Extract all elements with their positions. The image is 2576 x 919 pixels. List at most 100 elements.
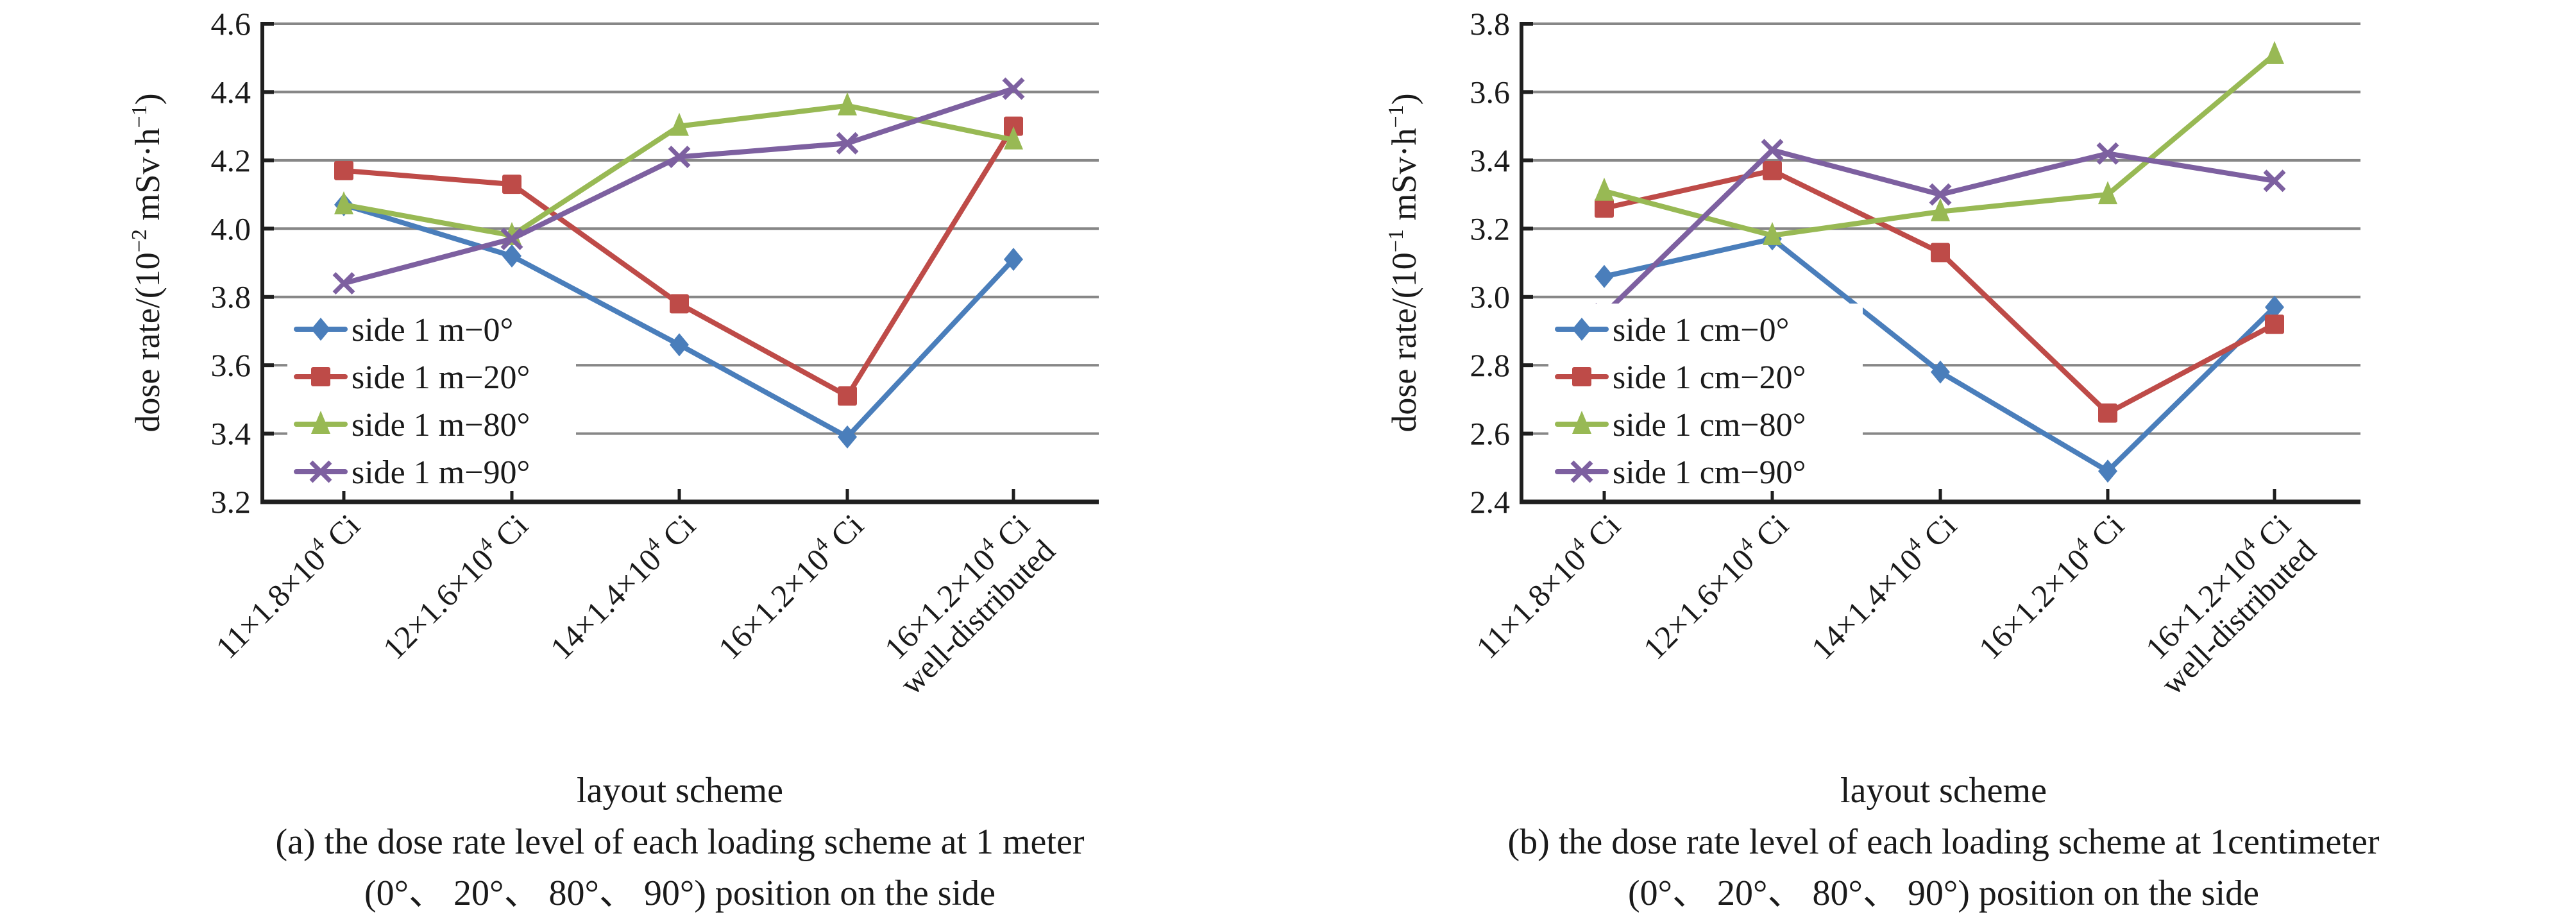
- legend-label: side 1 cm−0°: [1613, 312, 1789, 348]
- ylabel-part: ): [1385, 93, 1423, 105]
- legend-item: side 1 m−20°: [294, 359, 530, 396]
- ylabel-exponent: −1: [128, 105, 151, 128]
- x-tick-label: 12×1.6×104 Ci: [1634, 505, 1795, 666]
- data-point: [838, 425, 857, 449]
- legend-marker: [311, 318, 330, 341]
- legend: side 1 m−0° side 1 m−20° side 1 m−80° side …: [287, 304, 576, 491]
- ylabel-part: mSv·h: [1385, 128, 1423, 230]
- x-tick-label-main: 14×1.4×10: [543, 542, 668, 666]
- x-tick-label: 11×1.8×104 Ci: [1467, 505, 1627, 666]
- legend-marker: [309, 460, 332, 483]
- data-point: [1004, 116, 1023, 136]
- legend-item: side 1 cm−80°: [1555, 407, 1806, 443]
- marker-stroke: [836, 132, 859, 155]
- ylabel-part: mSv·h: [128, 128, 167, 230]
- legend-box: [287, 304, 576, 491]
- legend-label: side 1 m−0°: [352, 312, 513, 348]
- x-tick-label-text: 11×1.8×104 Ci: [1467, 505, 1627, 665]
- legend-item: side 1 cm−90°: [1555, 454, 1806, 491]
- y-tick-label: 2.8: [1470, 347, 1511, 383]
- ylabel-part: dose rate/(10: [1385, 252, 1423, 432]
- data-point: [2098, 181, 2117, 205]
- y-tick-label: 4.2: [211, 142, 251, 178]
- marker-stroke: [309, 460, 332, 483]
- x-tick-label-text: 16×1.2×104 Ci: [709, 505, 870, 666]
- y-tick-label: 4.4: [211, 74, 251, 110]
- legend-box: [1548, 304, 1863, 491]
- data-point: [1763, 221, 1782, 245]
- data-point: [2265, 314, 2284, 334]
- data-point: [670, 333, 689, 357]
- x-tick-label: 14×1.4×104 Ci: [541, 505, 702, 666]
- x-tick-label-main: 14×1.4×10: [1804, 542, 1929, 666]
- x-tick-label-main: 16×1.2×10: [1972, 542, 2096, 666]
- data-point: [838, 92, 857, 116]
- marker-stroke: [2096, 142, 2119, 165]
- legend-item: side 1 m−80°: [294, 407, 530, 443]
- y-axis-label-text: dose rate/(10−1 mSv·h−1): [1384, 93, 1423, 432]
- data-point: [1931, 198, 1950, 221]
- data-point: [1931, 360, 1950, 384]
- y-tick-label: 3.2: [1470, 210, 1511, 246]
- legend-item: side 1 m−90°: [294, 454, 530, 491]
- legend-label: side 1 cm−80°: [1613, 407, 1806, 443]
- data-point: [502, 175, 521, 194]
- y-tick-label: 3.8: [211, 279, 251, 315]
- data-point: [1595, 177, 1614, 201]
- legend-item: side 1 cm−0°: [1555, 312, 1789, 348]
- marker-stroke: [1929, 183, 1952, 206]
- marker-stroke: [1002, 77, 1025, 100]
- x-tick-label: 16×1.2×104 Ci: [1970, 505, 2131, 666]
- data-point: [1004, 126, 1023, 150]
- x-tick-label-text: 14×1.4×104 Ci: [541, 505, 702, 666]
- series-4: [332, 77, 1025, 295]
- y-axis-label: dose rate/(10−2 mSv·h−1): [128, 93, 167, 432]
- legend-marker: [311, 367, 330, 386]
- x-tick-label-main: 12×1.6×10: [376, 542, 500, 666]
- data-point: [334, 160, 353, 180]
- data-point: [1763, 160, 1782, 180]
- x-tick-label-text: 16×1.2×104 Ci: [1970, 505, 2131, 666]
- legend-marker: [1570, 460, 1593, 483]
- x-axis-label: layout scheme: [577, 771, 783, 811]
- marker-stroke: [332, 271, 355, 295]
- marker-stroke: [668, 146, 691, 169]
- legend-marker: [1572, 318, 1591, 341]
- data-point: [2263, 169, 2286, 193]
- x-tick-label-main: 11×1.8×10: [208, 542, 332, 666]
- ylabel-exponent: −1: [1384, 229, 1408, 252]
- series-3: [334, 92, 1023, 245]
- y-tick-label: 3.4: [211, 416, 251, 452]
- data-point: [500, 227, 523, 250]
- caption-line-1: (b) the dose rate level of each loading …: [1508, 822, 2380, 862]
- legend-item: side 1 m−0°: [294, 312, 513, 348]
- x-tick-label-main: 12×1.6×10: [1636, 542, 1761, 666]
- legend-label: side 1 cm−90°: [1613, 454, 1806, 491]
- legend-label: side 1 cm−20°: [1613, 359, 1806, 396]
- y-tick-label: 3.6: [211, 347, 251, 383]
- data-point: [1929, 183, 1952, 206]
- legend: side 1 cm−0° side 1 cm−20° side 1 cm−80° si…: [1548, 304, 1863, 491]
- data-point: [332, 271, 355, 295]
- x-tick-label: 16×1.2×104 Ci: [709, 505, 870, 666]
- legend-marker: [1572, 411, 1591, 434]
- legend-label: side 1 m−80°: [352, 407, 530, 443]
- x-tick-label: 14×1.4×104 Ci: [1804, 507, 1963, 666]
- data-point: [2096, 142, 2119, 165]
- x-tick-label-text: 12×1.6×104 Ci: [1634, 505, 1795, 666]
- ylabel-part: ): [128, 93, 167, 105]
- data-point: [838, 386, 857, 406]
- y-tick-label: 2.6: [1470, 416, 1511, 452]
- data-point: [1004, 248, 1023, 271]
- legend-marker: [1572, 367, 1591, 386]
- marker-stroke: [2263, 169, 2286, 193]
- chart-panel-b: 2.4 2.6 2.8 3.0 3.2 3.4 3.6 3.8 11×1.8×104 Ci12×…: [1384, 6, 2380, 913]
- x-tick-label: 12×1.6×104 Ci: [376, 507, 535, 666]
- x-tick-label-text: 11×1.8×104 Ci: [207, 505, 366, 665]
- marker-stroke: [1761, 139, 1784, 162]
- data-point: [1595, 198, 1614, 218]
- legend-item: side 1 cm−20°: [1555, 359, 1806, 396]
